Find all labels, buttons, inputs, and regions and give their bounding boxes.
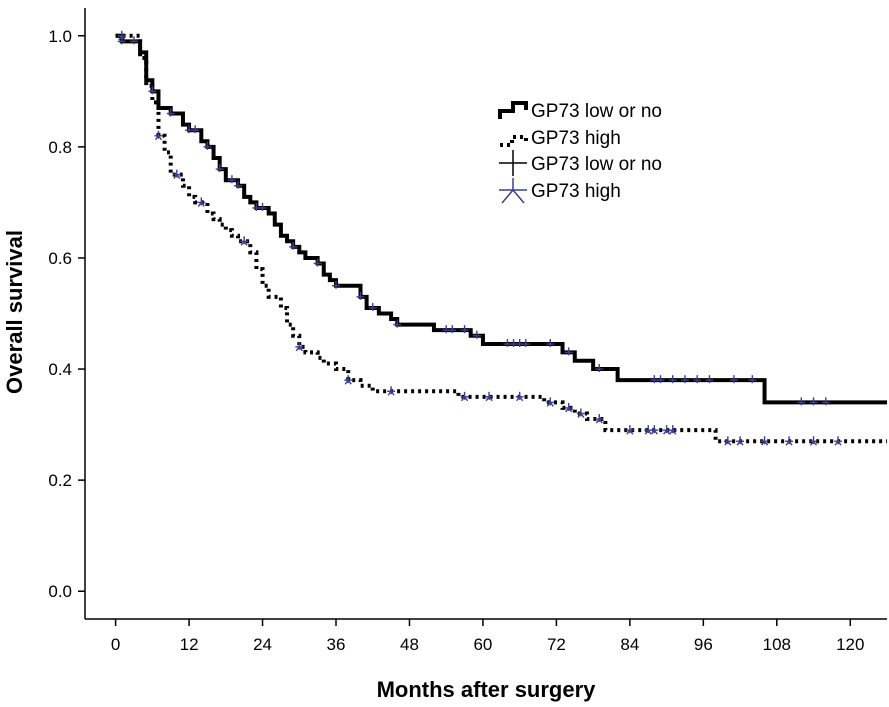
censor-mark bbox=[680, 375, 689, 384]
censor-mark bbox=[564, 347, 573, 356]
censor-mark bbox=[240, 236, 249, 246]
x-tick-label: 36 bbox=[327, 635, 346, 654]
censor-mark bbox=[809, 397, 818, 406]
censor-mark bbox=[117, 30, 126, 41]
series-line-gp73-low-or-no bbox=[115, 33, 887, 405]
x-tick-label: 0 bbox=[111, 635, 120, 654]
censor-mark bbox=[485, 391, 494, 402]
legend-label-1: GP73 high bbox=[531, 128, 621, 149]
y-tick-label: 0.2 bbox=[48, 471, 72, 490]
censor-plus-icon bbox=[499, 150, 527, 176]
censor-mark bbox=[595, 364, 604, 373]
censor-mark bbox=[460, 391, 469, 402]
x-axis-title: Months after surgery bbox=[377, 677, 597, 702]
censor-mark bbox=[295, 341, 304, 352]
censor-mark bbox=[821, 397, 830, 406]
censor-mark bbox=[521, 339, 530, 348]
y-axis-title: Overall survival bbox=[2, 230, 27, 394]
censor-mark bbox=[625, 425, 634, 435]
legend: GP73 low or no GP73 high GP73 low or no … bbox=[498, 101, 662, 204]
censor-mark bbox=[693, 375, 702, 384]
censor-mark bbox=[662, 425, 671, 435]
censor-mark bbox=[197, 197, 206, 207]
censor-mark bbox=[736, 436, 745, 446]
x-tick-label: 60 bbox=[473, 635, 492, 654]
y-tick-label: 0.0 bbox=[48, 582, 72, 601]
legend-label-3: GP73 high bbox=[531, 181, 621, 202]
y-ticks: 0.0 0.2 0.4 0.6 0.8 1.0 bbox=[48, 27, 85, 601]
censor-mark bbox=[515, 391, 524, 402]
censor-mark bbox=[546, 339, 555, 348]
censor-mark bbox=[460, 325, 469, 334]
x-tick-label: 120 bbox=[836, 635, 864, 654]
censor-mark bbox=[809, 436, 818, 446]
y-tick-label: 0.6 bbox=[48, 249, 72, 268]
legend-dotted-step-symbol bbox=[500, 135, 528, 147]
censor-mark bbox=[148, 86, 157, 95]
censor-mark bbox=[448, 325, 457, 334]
censor-mark bbox=[546, 397, 555, 407]
censor-mark bbox=[564, 402, 573, 413]
censor-mark bbox=[729, 375, 738, 384]
censor-mark bbox=[705, 375, 714, 384]
censor-mark bbox=[760, 436, 769, 446]
x-tick-label: 48 bbox=[400, 635, 419, 654]
y-tick-label: 0.4 bbox=[48, 360, 72, 379]
censor-mark bbox=[289, 241, 298, 250]
censor-mark bbox=[387, 386, 396, 396]
censor-mark bbox=[191, 125, 200, 134]
legend-item-dotted: GP73 high bbox=[500, 128, 621, 149]
censor-mark bbox=[656, 375, 665, 384]
censor-mark bbox=[595, 414, 604, 424]
censor-mark bbox=[472, 330, 481, 339]
censor-mark bbox=[258, 202, 267, 211]
censor-mark bbox=[368, 302, 377, 311]
censor-mark bbox=[332, 280, 341, 289]
censor-mark bbox=[785, 436, 794, 446]
legend-label-0: GP73 low or no bbox=[531, 101, 662, 122]
x-tick-label: 12 bbox=[180, 635, 199, 654]
legend-label-2: GP73 low or no bbox=[531, 154, 662, 175]
series-line-gp73-high bbox=[115, 33, 887, 444]
censor-layer bbox=[117, 30, 843, 446]
x-tick-label: 108 bbox=[763, 635, 791, 654]
censor-mark bbox=[723, 436, 732, 446]
y-tick-label: 0.8 bbox=[48, 138, 72, 157]
censor-mark bbox=[356, 291, 365, 300]
x-tick-label: 96 bbox=[694, 635, 713, 654]
legend-item-censor-plus: GP73 low or no bbox=[499, 150, 662, 176]
axes bbox=[84, 8, 887, 620]
censor-mark bbox=[154, 130, 163, 141]
censor-mark bbox=[797, 397, 806, 406]
censor-mark bbox=[748, 375, 757, 384]
censor-mark bbox=[129, 36, 138, 45]
censor-mark bbox=[668, 375, 677, 384]
x-tick-label: 72 bbox=[547, 635, 566, 654]
censor-mark bbox=[227, 175, 236, 184]
legend-item-solid: GP73 low or no bbox=[498, 101, 662, 122]
y-tick-label: 1.0 bbox=[48, 27, 72, 46]
censor-mark bbox=[576, 408, 585, 418]
series-layer bbox=[115, 33, 887, 444]
censor-mark bbox=[650, 425, 659, 435]
censor-mark bbox=[668, 425, 677, 435]
censor-mark bbox=[166, 108, 175, 117]
censor-star-icon bbox=[499, 178, 527, 204]
censor-mark bbox=[215, 164, 224, 173]
legend-item-censor-star: GP73 high bbox=[499, 178, 621, 204]
censor-mark bbox=[393, 319, 402, 328]
x-tick-label: 84 bbox=[620, 635, 639, 654]
censor-mark bbox=[172, 169, 181, 180]
censor-mark bbox=[203, 141, 212, 150]
x-ticks: 0 12 24 36 48 60 72 84 96 108 120 bbox=[111, 619, 864, 654]
censor-mark bbox=[313, 258, 322, 267]
x-tick-label: 24 bbox=[253, 635, 272, 654]
censor-mark bbox=[834, 436, 843, 446]
censor-mark bbox=[344, 375, 353, 385]
censor-mark bbox=[234, 180, 243, 189]
legend-solid-step-symbol bbox=[498, 101, 528, 119]
